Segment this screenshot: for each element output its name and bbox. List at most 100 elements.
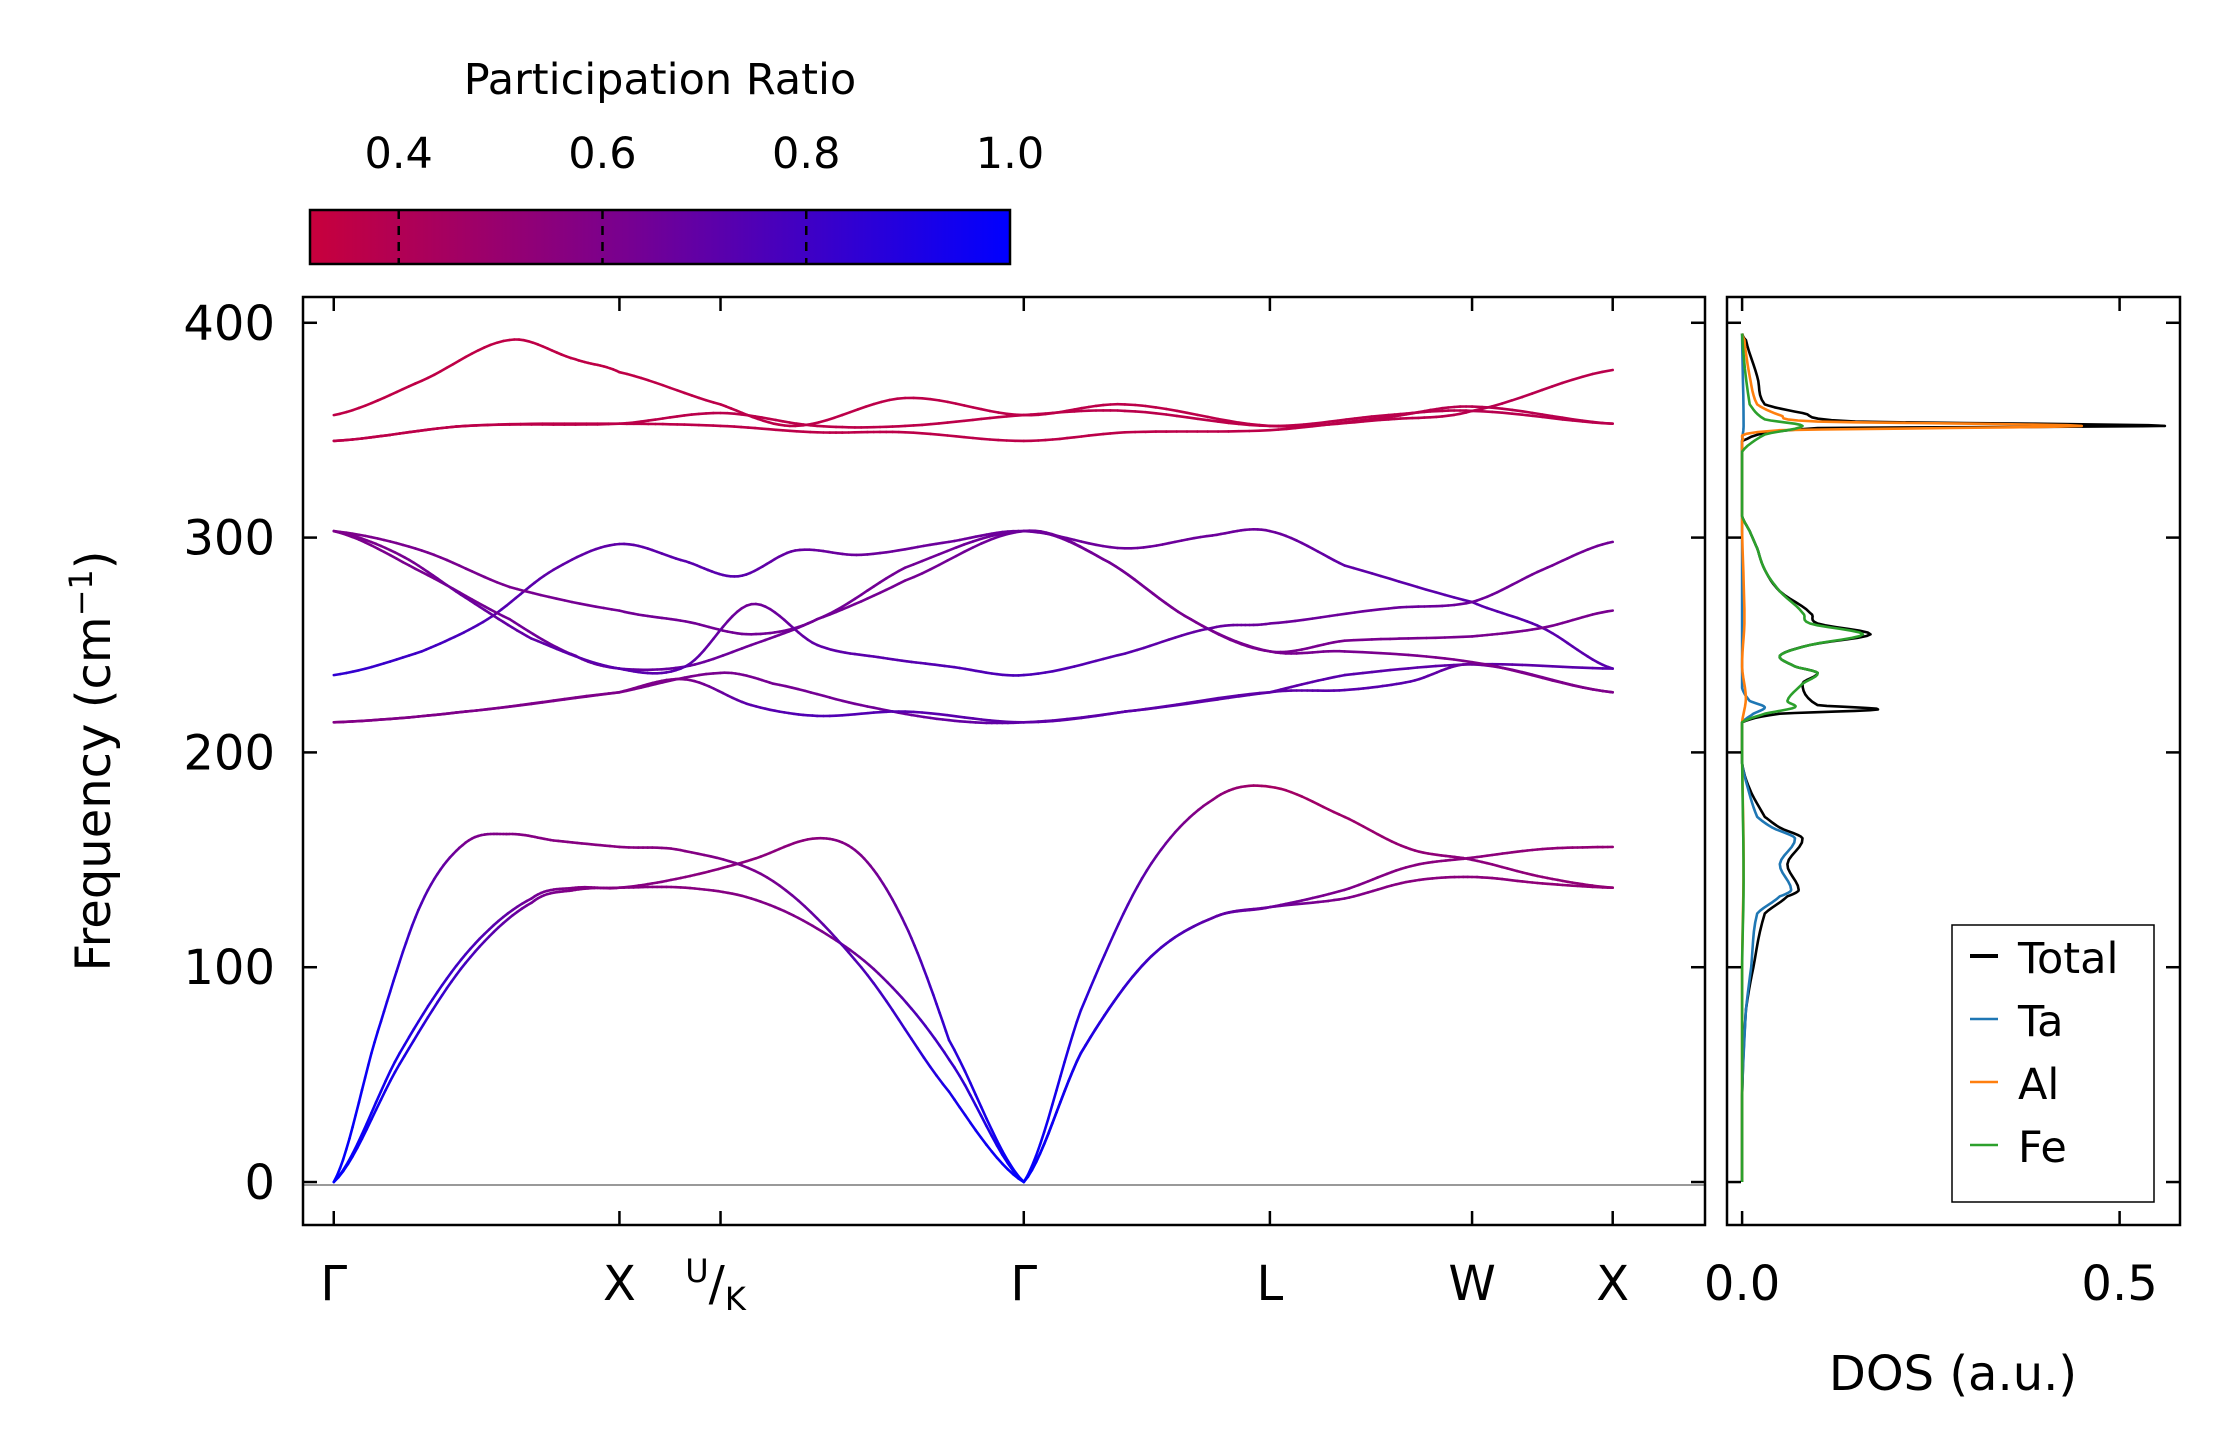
dos-curves (1740, 333, 2167, 1182)
band-segment (1122, 903, 1130, 916)
band-segment (1185, 415, 1199, 421)
band-segment (351, 437, 364, 441)
band-segment (941, 1082, 951, 1094)
band-segment (360, 435, 373, 440)
band-segment (974, 1104, 983, 1117)
band-segment (969, 1093, 978, 1107)
band-segment (864, 402, 876, 408)
band-segment (508, 585, 519, 591)
band-segment (412, 1020, 420, 1031)
band-segment (1601, 421, 1614, 426)
band-segment (1353, 416, 1365, 420)
band-segment (1571, 683, 1584, 689)
band-segment (929, 563, 941, 571)
band-segment (1343, 564, 1355, 570)
band-segment (958, 1059, 967, 1073)
band-segment (1500, 666, 1514, 672)
band-segment (963, 1084, 972, 1097)
band-segment (366, 1052, 373, 1067)
band-segment (990, 1150, 999, 1160)
band-segment (847, 951, 857, 962)
band-segment (454, 424, 467, 428)
band-structure-panel: 0 100 200 300 400 Γ X U/K Γ L W X Frequency (cm−1) (62, 295, 1707, 1318)
band-segment (1480, 662, 1494, 668)
band-segment (1063, 1046, 1070, 1064)
band-segment (938, 1011, 945, 1024)
band-segment (996, 415, 1009, 419)
band-segment (937, 399, 949, 404)
band-segment (1606, 540, 1614, 545)
band-segment (1098, 953, 1106, 968)
band-segment (335, 1167, 342, 1178)
band-segment (341, 720, 354, 724)
band-segment (1285, 426, 1297, 431)
band-segment (1227, 419, 1241, 424)
band-segment (929, 552, 941, 560)
band-segment (436, 712, 449, 717)
band-segment (1123, 709, 1137, 713)
band-segment (803, 904, 813, 914)
colorbar-tick-label: 0.8 (772, 129, 840, 179)
band-segment (392, 969, 398, 983)
band-optical-high-2 (332, 409, 1614, 443)
band-segment (988, 415, 1000, 420)
band-segment (1123, 409, 1137, 413)
band-segment (436, 993, 444, 1004)
band-segment (1500, 407, 1514, 412)
band-segment (941, 1020, 948, 1033)
band-segment (958, 1074, 967, 1087)
band-segment (1353, 609, 1365, 614)
band-segment (1011, 1167, 1020, 1178)
band-segment (1093, 964, 1101, 979)
band-segment (979, 1105, 988, 1120)
dos-ticks: 0.0 0.5 (1704, 297, 2180, 1312)
band-segment (1026, 1164, 1034, 1177)
band-segment (996, 411, 1009, 416)
band-segment (946, 713, 958, 718)
band-segment (431, 990, 439, 1001)
band-segment (1227, 421, 1241, 426)
band-segment (332, 438, 345, 443)
band-segment (1541, 664, 1554, 668)
band-segment (1089, 975, 1097, 990)
band-segment (1425, 664, 1437, 669)
band-segment (1531, 411, 1544, 416)
band-segment (421, 1005, 430, 1016)
band-segment (570, 600, 582, 606)
band-segment (344, 1137, 351, 1151)
y-tick-label: 100 (183, 940, 275, 996)
band-segment (853, 958, 863, 969)
band-segment (1378, 415, 1390, 420)
band-segment (341, 1148, 348, 1161)
band-segment (809, 421, 821, 426)
band-segment (547, 595, 559, 601)
band-segment (1561, 418, 1574, 422)
band-segment (817, 418, 828, 424)
band-segment (1154, 411, 1168, 416)
band-segment (878, 990, 888, 1003)
band-segment (1500, 398, 1514, 405)
band-segment (1480, 409, 1494, 414)
main-axes-frame (301, 295, 1707, 1227)
band-optical-low-1 (332, 662, 1614, 725)
band-segment (1370, 416, 1382, 421)
band-segment (360, 718, 373, 723)
band-segment (988, 535, 1000, 542)
band-segment (1006, 1159, 1015, 1171)
band-segment (937, 559, 949, 567)
band-segment (1581, 420, 1594, 424)
band-segment (393, 1062, 402, 1074)
band-segment (1133, 410, 1147, 414)
band-segment (1196, 417, 1209, 422)
band-segment (1490, 664, 1504, 670)
band-segment (1055, 1100, 1062, 1114)
band-segment (1319, 614, 1331, 619)
band-segment (1591, 370, 1604, 376)
band-segment (1001, 1149, 1010, 1162)
band-segment (937, 421, 949, 425)
band-segment (1084, 1036, 1092, 1047)
band-segment (1047, 1122, 1054, 1136)
colorbar-title: Participation Ratio (464, 55, 857, 105)
band-segment (937, 433, 949, 437)
band-acoustic-3 (332, 832, 1026, 1184)
